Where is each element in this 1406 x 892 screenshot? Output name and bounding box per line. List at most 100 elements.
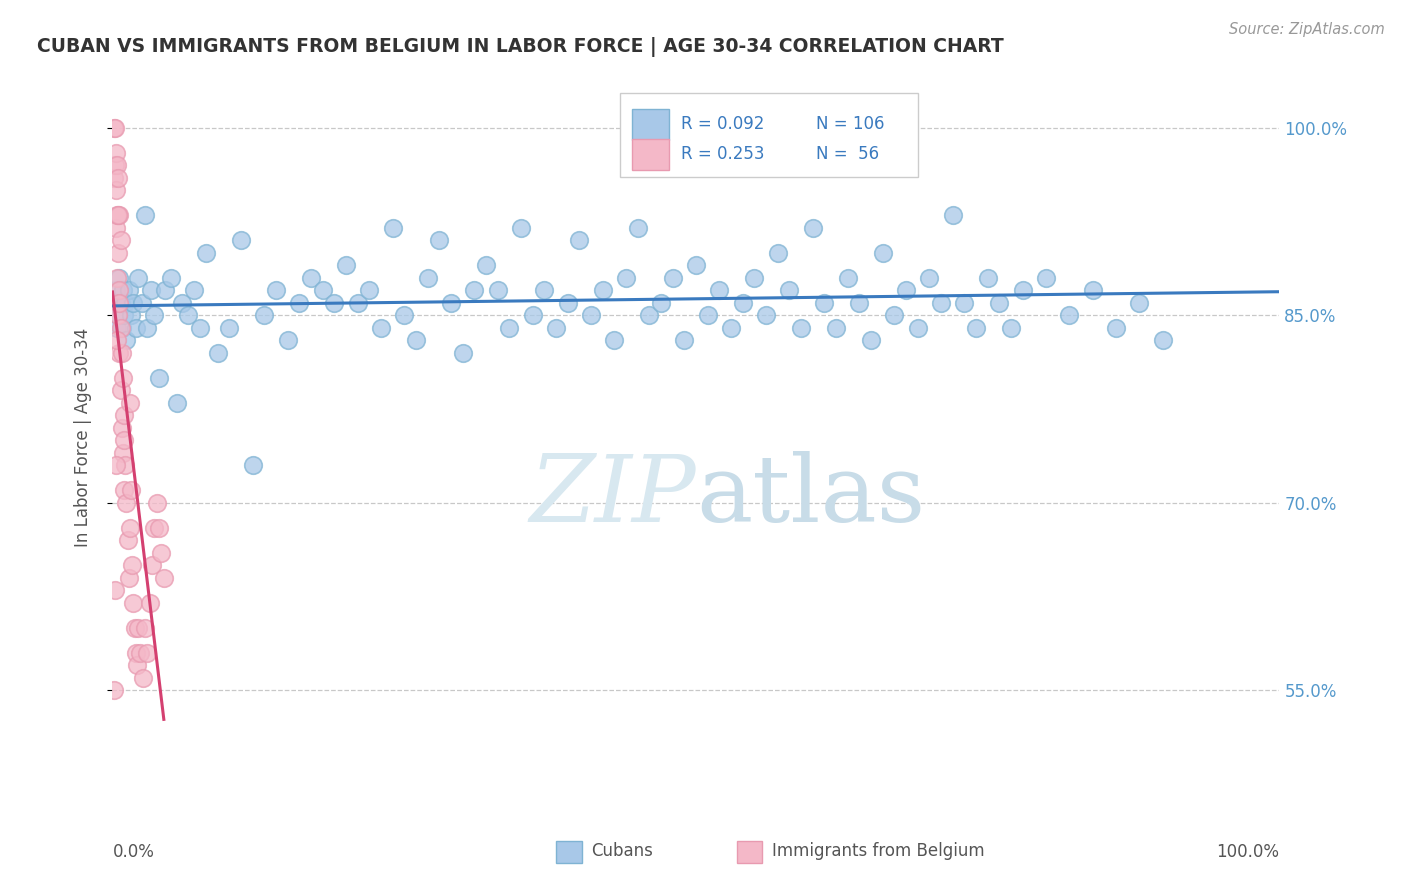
Point [111, 420, 134, 434]
Point [166, 395, 188, 409]
Point [335, 258, 357, 272]
Point [907, 320, 929, 334]
Point [720, 320, 742, 334]
Point [813, 295, 835, 310]
Point [136, 320, 159, 334]
Point [121, 558, 143, 573]
Point [160, 270, 183, 285]
Point [148, 370, 170, 384]
Point [557, 295, 579, 310]
Point [603, 333, 626, 347]
Point [509, 220, 531, 235]
Point [533, 283, 555, 297]
Point [1128, 295, 1150, 310]
Point [107, 245, 129, 260]
Point [111, 283, 134, 297]
Point [568, 233, 591, 247]
Point [150, 546, 173, 560]
Point [709, 283, 731, 297]
Point [264, 283, 287, 297]
Point [120, 483, 142, 498]
Point [592, 283, 614, 297]
Point [1105, 320, 1128, 334]
Point [122, 596, 145, 610]
Point [104, 583, 127, 598]
Point [685, 258, 707, 272]
Text: N = 106: N = 106 [815, 115, 884, 133]
Text: atlas: atlas [696, 450, 925, 541]
Point [110, 320, 132, 334]
Point [475, 258, 498, 272]
Point [107, 208, 129, 222]
Point [115, 496, 138, 510]
Point [112, 308, 135, 322]
Point [108, 270, 131, 285]
Point [107, 308, 129, 322]
Text: 100.0%: 100.0% [1216, 843, 1279, 861]
Point [111, 320, 134, 334]
Point [110, 233, 132, 247]
Point [929, 295, 952, 310]
Point [696, 308, 718, 322]
Bar [631, 139, 669, 170]
Point [965, 320, 987, 334]
Point [988, 295, 1011, 310]
Text: R = 0.253: R = 0.253 [681, 145, 765, 163]
Point [883, 308, 905, 322]
Point [218, 320, 240, 334]
Point [118, 521, 141, 535]
Text: Cubans: Cubans [591, 842, 652, 860]
Point [112, 483, 135, 498]
Point [148, 521, 170, 535]
Point [311, 283, 333, 297]
Point [108, 345, 131, 359]
Point [103, 120, 125, 135]
Point [115, 333, 138, 347]
Point [229, 233, 252, 247]
Point [381, 220, 404, 235]
Point [139, 596, 162, 610]
Point [103, 170, 125, 185]
Point [111, 345, 134, 359]
Text: Immigrants from Belgium: Immigrants from Belgium [772, 842, 984, 860]
Point [976, 270, 998, 285]
Point [104, 458, 127, 473]
Point [177, 308, 200, 322]
Bar [737, 841, 762, 863]
Point [253, 308, 276, 322]
Point [153, 571, 176, 585]
Point [288, 295, 311, 310]
Point [650, 295, 672, 310]
Point [627, 220, 650, 235]
Point [111, 370, 134, 384]
Point [110, 295, 132, 310]
Point [778, 283, 800, 297]
Point [134, 208, 156, 222]
Point [112, 434, 135, 448]
Point [118, 283, 141, 297]
Point [114, 295, 136, 310]
Point [188, 320, 211, 334]
Point [825, 320, 848, 334]
Point [837, 270, 859, 285]
Point [801, 220, 824, 235]
Point [105, 158, 128, 172]
Point [141, 558, 163, 573]
Point [1152, 333, 1174, 347]
Point [661, 270, 683, 285]
Text: Source: ZipAtlas.com: Source: ZipAtlas.com [1229, 22, 1385, 37]
Point [848, 295, 870, 310]
Point [194, 245, 217, 260]
Point [104, 220, 127, 235]
Point [183, 283, 205, 297]
Point [105, 333, 128, 347]
Point [127, 621, 149, 635]
Point [1081, 283, 1104, 297]
Point [1000, 320, 1022, 334]
Text: ZIP: ZIP [529, 450, 696, 541]
Text: R = 0.092: R = 0.092 [681, 115, 765, 133]
Point [860, 333, 883, 347]
Point [108, 208, 131, 222]
Point [1059, 308, 1081, 322]
Point [125, 646, 148, 660]
